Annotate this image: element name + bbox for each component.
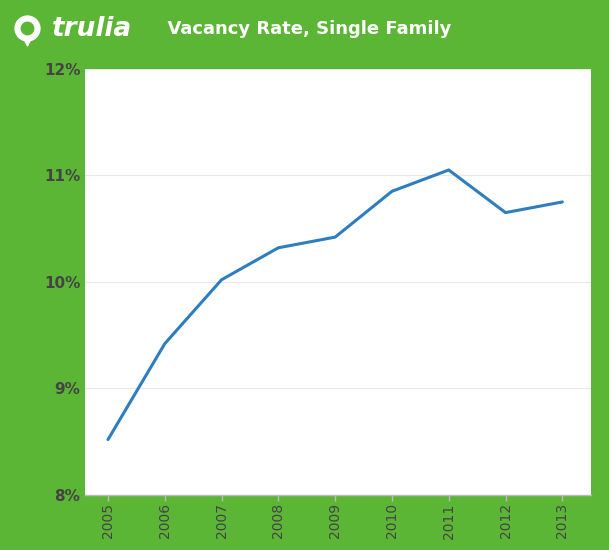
Point [23, 36, 32, 45]
Text: trulia: trulia [52, 16, 132, 42]
Point [23, 23, 32, 32]
Text: Vacancy Rate, Single Family: Vacancy Rate, Single Family [155, 20, 452, 38]
Point [23, 23, 32, 32]
